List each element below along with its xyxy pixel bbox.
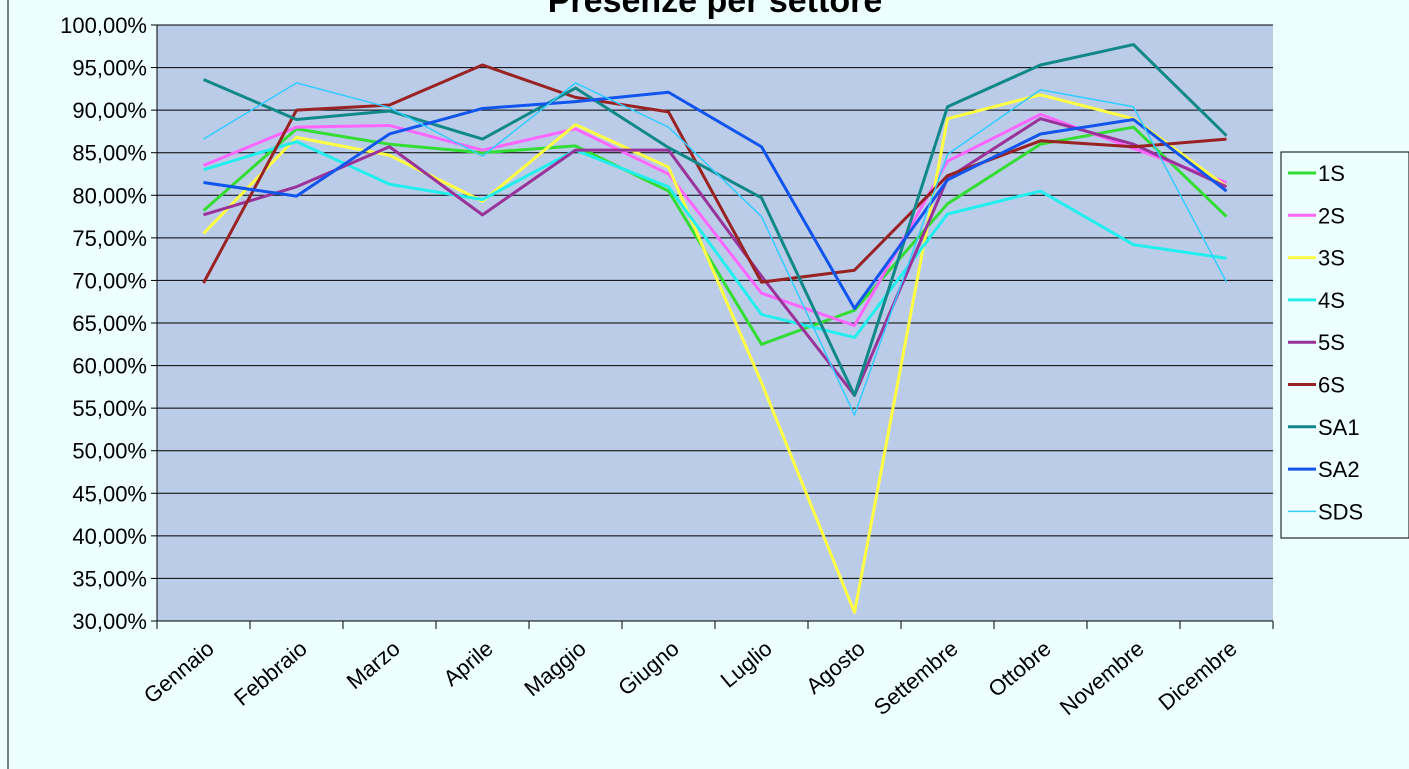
- y-tick-label: 65,00%: [72, 311, 147, 336]
- legend-label: 6S: [1318, 373, 1345, 398]
- legend-label: 2S: [1318, 203, 1345, 228]
- y-tick-label: 45,00%: [72, 481, 147, 506]
- legend-label: 5S: [1318, 330, 1345, 355]
- legend-label: SA2: [1318, 457, 1360, 482]
- series-line: [203, 90, 1228, 311]
- y-tick-label: 70,00%: [72, 268, 147, 293]
- y-tick-label: 35,00%: [72, 566, 147, 591]
- y-tick-label: 95,00%: [72, 56, 147, 81]
- y-tick-label: 55,00%: [72, 396, 147, 421]
- series-line: [202, 112, 1228, 328]
- y-tick-label: 50,00%: [72, 439, 147, 464]
- legend-label: 3S: [1318, 246, 1345, 271]
- legend-label: SA1: [1318, 415, 1360, 440]
- y-tick-label: 60,00%: [72, 354, 147, 379]
- series-line: [203, 82, 1228, 416]
- legend-label: 1S: [1318, 161, 1345, 186]
- chart-title: Presenze per settore: [548, 0, 883, 20]
- y-tick-label: 75,00%: [72, 226, 147, 251]
- series-line: [203, 117, 1228, 397]
- y-tick-label: 90,00%: [72, 98, 147, 123]
- legend-label: 4S: [1318, 288, 1345, 313]
- series-line: [202, 63, 1227, 284]
- y-tick-label: 100,00%: [60, 13, 147, 38]
- legend-label: SDS: [1318, 499, 1363, 524]
- y-tick-label: 80,00%: [72, 183, 147, 208]
- y-tick-label: 30,00%: [72, 609, 147, 634]
- y-tick-label: 85,00%: [72, 141, 147, 166]
- y-tick-label: 40,00%: [72, 524, 147, 549]
- series-line: [203, 140, 1227, 339]
